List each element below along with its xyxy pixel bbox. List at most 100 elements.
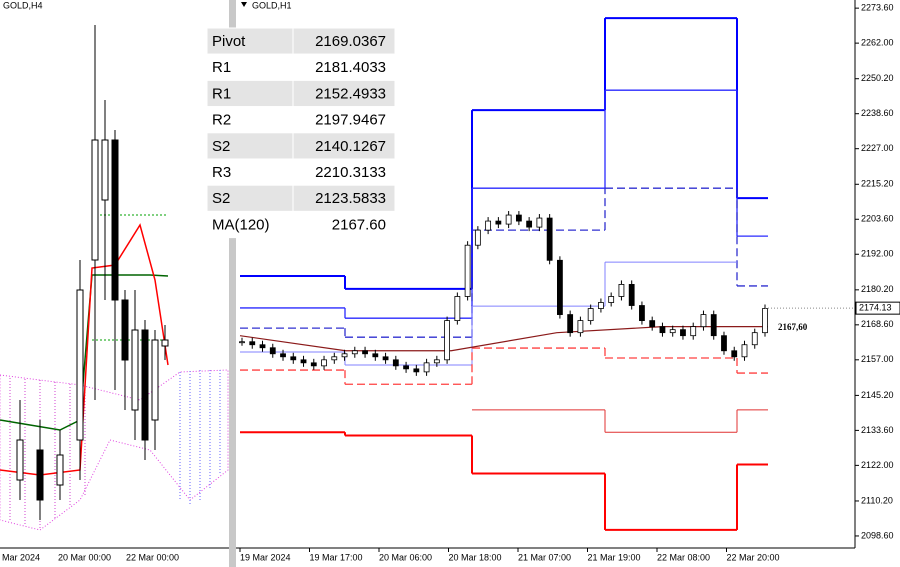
y-tick-label: 2145.20 [861,390,894,400]
candle [310,362,317,367]
candle [413,368,420,373]
candle [444,320,450,361]
x-tick-label: 19 Mar 17:00 [310,552,363,562]
table-value: 2197.9467 [315,112,386,129]
x-tick-label: 22 Mar 08:00 [657,552,710,562]
candle [341,353,348,358]
table-label: R3 [212,164,231,181]
y-tick-label: 2203.60 [861,214,894,224]
candle [403,365,409,370]
candle [249,341,256,346]
candle [372,353,379,358]
candle [495,220,502,225]
candle [474,229,481,246]
candle [392,359,399,367]
table-row [206,184,294,212]
table-label: R1 [212,59,231,76]
table-row [206,132,294,160]
last-price-box [855,301,900,315]
y-tick-label: 2110.20 [861,495,893,505]
candle [710,314,717,337]
candle [331,356,338,361]
y-tick-label: 2122.00 [861,460,894,470]
panel-separator [229,0,236,567]
candle [628,284,635,306]
left-candles [16,25,169,520]
ma-line [239,326,768,352]
table-row [206,106,294,134]
y-tick-label: 2157.00 [861,354,894,364]
y-tick-label: 2168.60 [861,319,894,329]
tenkan-line [0,223,169,476]
cloud-hatch-blue [179,370,221,505]
candle [680,329,686,337]
candle [669,329,676,334]
left-x-label: 22 Mar 00:00 [126,552,179,562]
x-tick-label: 20 Mar 06:00 [379,552,432,562]
table-value: 2169.0367 [315,33,386,50]
table-value: 2167.60 [332,216,386,233]
x-tick-label: 21 Mar 07:00 [518,552,571,562]
title-arrow [241,2,247,7]
table-row [206,79,294,108]
candle [762,308,768,334]
table-row [292,106,396,134]
table-label: R2 [212,112,231,129]
y-tick-label: 2238.60 [861,108,894,118]
y-tick-label: 2227.00 [861,143,894,153]
candle [700,314,707,328]
candle [382,356,389,361]
candle [423,362,430,373]
table-row [206,210,294,239]
x-tick-label: 21 Mar 19:00 [588,552,641,562]
candle [557,259,563,315]
table-row [292,79,396,108]
candle [526,220,533,228]
y-tick-label: 2098.60 [861,530,894,540]
candle [239,341,245,344]
candle [280,353,286,358]
last-price-label: 2174.13 [859,303,892,313]
left-x-label: 20 Mar 00:00 [58,552,111,562]
table-value: 2140.1267 [315,138,386,155]
table-value: 2210.3133 [315,164,386,181]
candle [362,350,368,355]
candle [618,284,625,297]
right-panel: GOLD,H1 [236,0,856,549]
left-title: GOLD,H4 [3,0,43,10]
table-value: 2123.5833 [315,190,386,207]
candle [690,326,697,337]
table-row [292,210,396,239]
ichimoku-cloud [0,369,229,531]
candle [269,347,276,355]
x-tick-label: 20 Mar 18:00 [449,552,502,562]
candle [546,217,553,261]
table-value: 2152.4933 [315,85,386,102]
y-tick-label: 2273.60 [861,3,894,13]
candle [659,326,666,334]
candle [741,344,748,358]
table-label: S2 [212,138,230,155]
left-panel: GOLD,H4 Mar 2024 20 Mar 00:00 22 Mar 00:… [0,0,230,562]
table-label: Pivot [212,33,246,50]
y-tick-label: 2262.00 [861,38,894,48]
candle [721,335,727,352]
level-table: Pivot 2169.0367 R1 2181.4033 R1 2152.4933 R2 21… [206,27,396,239]
candle [731,350,738,358]
table-row [206,27,294,55]
table-row [292,53,396,81]
candle [259,344,266,349]
candle [464,244,471,297]
y-tick-label: 2215.20 [861,179,894,189]
y-tick-label: 2250.20 [861,73,894,83]
candle [351,350,358,355]
y-tick-label: 2180.20 [861,284,894,294]
table-label: R1 [212,85,231,102]
candle [598,302,604,309]
left-x-label: Mar 2024 [2,552,40,562]
candle [300,359,307,364]
candle [505,214,512,225]
candle [751,332,758,346]
